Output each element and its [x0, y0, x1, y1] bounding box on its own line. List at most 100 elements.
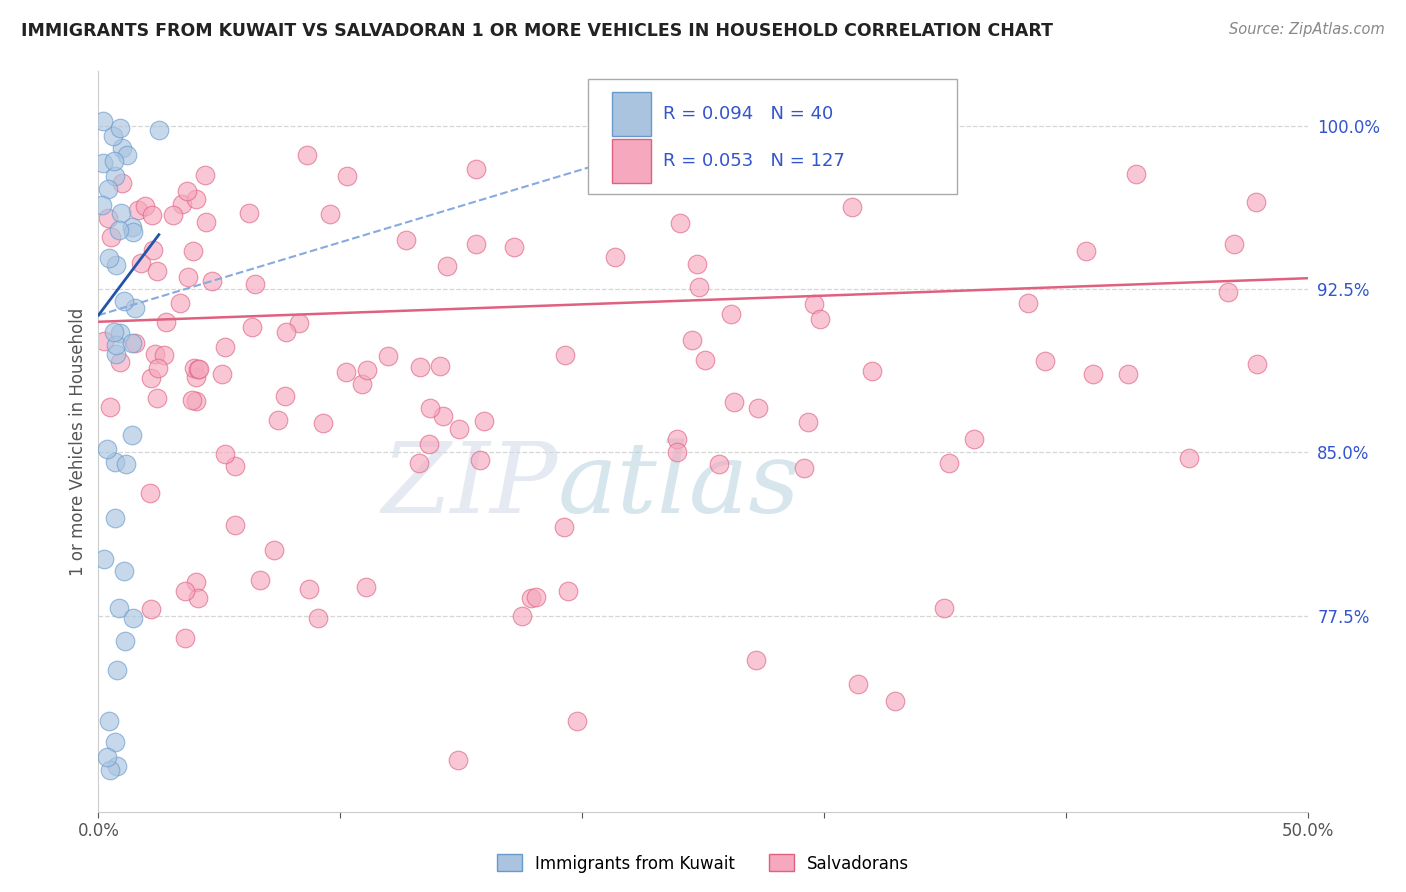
Point: [105, 258, 128, 272]
Point: [105, 758, 128, 772]
Point: [793, 461, 815, 475]
Point: [1083, 368, 1105, 382]
Point: [124, 336, 146, 351]
Text: IMMIGRANTS FROM KUWAIT VS SALVADORAN 1 OR MORE VEHICLES IN HOUSEHOLD CORRELATION: IMMIGRANTS FROM KUWAIT VS SALVADORAN 1 O…: [21, 22, 1053, 40]
Point: [352, 377, 374, 392]
Point: [319, 207, 342, 221]
Point: [184, 192, 207, 206]
Point: [110, 326, 132, 340]
Point: [307, 611, 329, 625]
Point: [666, 432, 689, 446]
Point: [93, 334, 115, 349]
Point: [96, 749, 118, 764]
Text: Source: ZipAtlas.com: Source: ZipAtlas.com: [1229, 22, 1385, 37]
Point: [211, 367, 233, 381]
Point: [1246, 357, 1268, 371]
Point: [184, 370, 207, 384]
Point: [298, 582, 321, 596]
Text: atlas: atlas: [558, 438, 800, 533]
Point: [103, 154, 125, 169]
Point: [121, 428, 143, 442]
Point: [693, 353, 716, 368]
Point: [110, 140, 132, 154]
Point: [174, 632, 197, 646]
Point: [934, 601, 956, 615]
Point: [214, 339, 236, 353]
Point: [1244, 194, 1267, 209]
Point: [436, 259, 458, 273]
Point: [1076, 244, 1098, 258]
Point: [100, 229, 122, 244]
Point: [565, 714, 588, 728]
Point: [134, 199, 156, 213]
Point: [115, 457, 138, 471]
Point: [143, 347, 166, 361]
Point: [747, 401, 769, 415]
Point: [554, 348, 576, 362]
Point: [503, 240, 526, 254]
Point: [108, 120, 131, 135]
Point: [745, 652, 768, 666]
Y-axis label: 1 or more Vehicles in Household: 1 or more Vehicles in Household: [69, 308, 87, 575]
Point: [97, 211, 120, 225]
Point: [91, 155, 114, 169]
Point: [184, 575, 207, 590]
Point: [127, 203, 149, 218]
Point: [1125, 167, 1147, 181]
Point: [145, 264, 167, 278]
Point: [432, 409, 454, 423]
Point: [665, 444, 688, 458]
Point: [738, 119, 761, 133]
Point: [1116, 368, 1139, 382]
Point: [141, 371, 163, 385]
Point: [395, 233, 418, 247]
Point: [186, 393, 208, 408]
Point: [605, 250, 627, 264]
Point: [274, 389, 297, 403]
Point: [91, 113, 114, 128]
Point: [472, 414, 495, 428]
Point: [723, 395, 745, 409]
Point: [187, 362, 209, 376]
Point: [464, 236, 486, 251]
Point: [108, 223, 131, 237]
Point: [429, 359, 451, 373]
Point: [93, 552, 115, 566]
Point: [104, 735, 127, 749]
Point: [129, 256, 152, 270]
Text: ZIP: ZIP: [381, 438, 558, 533]
Text: R = 0.094   N = 40: R = 0.094 N = 40: [664, 105, 834, 123]
Point: [354, 580, 377, 594]
Point: [97, 714, 120, 728]
Point: [409, 360, 432, 375]
Point: [688, 280, 710, 294]
Point: [173, 583, 195, 598]
Point: [681, 333, 703, 347]
Point: [841, 200, 863, 214]
Point: [107, 601, 129, 615]
Point: [1222, 237, 1244, 252]
Point: [104, 338, 127, 352]
Point: [90, 197, 112, 211]
Point: [201, 274, 224, 288]
Point: [180, 393, 202, 408]
Point: [97, 251, 120, 265]
Point: [464, 162, 486, 177]
Point: [177, 270, 200, 285]
Point: [468, 453, 491, 467]
Point: [170, 196, 193, 211]
Point: [141, 208, 163, 222]
Point: [181, 244, 204, 258]
Point: [524, 590, 547, 604]
FancyBboxPatch shape: [613, 139, 651, 183]
Point: [104, 510, 127, 524]
Point: [121, 335, 143, 350]
Point: [377, 349, 399, 363]
Point: [669, 216, 692, 230]
Point: [288, 316, 311, 330]
Point: [860, 364, 883, 378]
Point: [97, 182, 120, 196]
Point: [194, 169, 217, 183]
Point: [142, 243, 165, 257]
Point: [884, 694, 907, 708]
